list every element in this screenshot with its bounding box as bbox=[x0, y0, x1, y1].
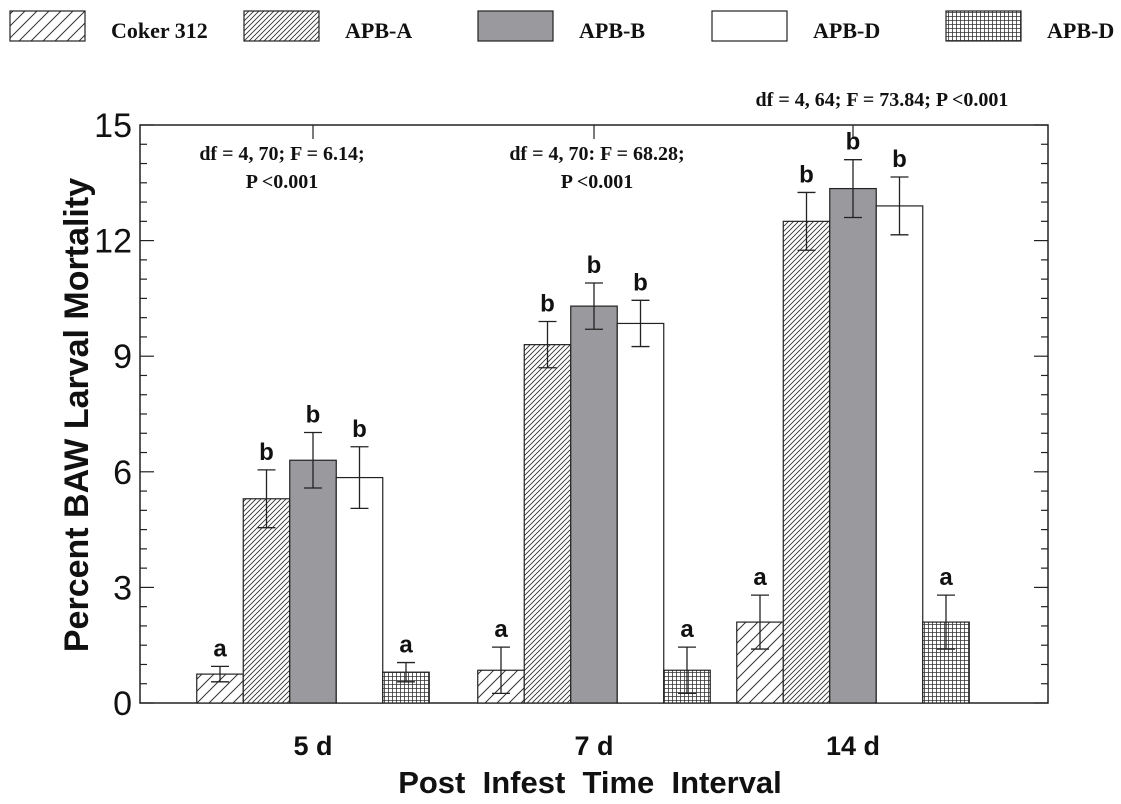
x-tick-label: 14 d bbox=[826, 731, 880, 761]
x-axis-label: Post Infest Time Interval bbox=[398, 765, 782, 800]
bar bbox=[570, 305, 618, 704]
annotation-line: df = 4, 64; F = 73.84; P <0.001 bbox=[756, 89, 1009, 111]
bar bbox=[242, 498, 291, 704]
bar bbox=[616, 322, 665, 704]
significance-letter: a bbox=[399, 632, 413, 659]
significance-letter: b bbox=[846, 129, 861, 156]
legend-swatch bbox=[9, 10, 86, 42]
significance-letter: b bbox=[799, 161, 814, 188]
legend-swatch bbox=[477, 10, 554, 42]
significance-letter: b bbox=[540, 291, 555, 318]
y-tick-label: 9 bbox=[113, 338, 132, 376]
bar bbox=[335, 476, 384, 704]
y-axis-label: Percent BAW Larval Mortality bbox=[58, 178, 96, 652]
plot-area: 0 3 6 9 12 15 5 d a b b b a 7 d a b b b a 14 d a b b b a bbox=[94, 107, 1049, 761]
legend-label: Coker 312 bbox=[111, 18, 208, 43]
annotation-line: df = 4, 70: F = 68.28; bbox=[509, 143, 684, 165]
significance-letter: b bbox=[352, 416, 367, 443]
significance-letter: b bbox=[633, 269, 648, 296]
y-tick-label: 15 bbox=[94, 107, 132, 145]
statistics-annotations: df = 4, 70; F = 6.14; P <0.001 df = 4, 70:… bbox=[199, 89, 1008, 193]
legend-label: APB-D bbox=[813, 18, 880, 43]
axis-ticks: 0 3 6 9 12 15 bbox=[94, 107, 1048, 723]
bar bbox=[829, 187, 877, 704]
y-tick-label: 0 bbox=[113, 685, 132, 723]
y-tick-label: 3 bbox=[113, 569, 132, 607]
bars: 5 d a b b b a 7 d a b b b a 14 d a b b b a bbox=[196, 125, 970, 761]
legend-label: APB-B bbox=[579, 18, 645, 43]
annotation-line: P <0.001 bbox=[561, 171, 634, 193]
annotation-line: P <0.001 bbox=[246, 171, 319, 193]
legend-swatch bbox=[711, 10, 788, 42]
x-tick-label: 5 d bbox=[293, 731, 332, 761]
bar bbox=[289, 459, 337, 704]
legend-label: APB-A bbox=[345, 18, 412, 43]
significance-letter: b bbox=[587, 252, 602, 279]
legend-swatch bbox=[945, 10, 1022, 42]
significance-letter: b bbox=[306, 401, 321, 428]
significance-letter: a bbox=[753, 564, 767, 591]
legend: Coker 312 APB-A APB-B APB-D APB-D bbox=[9, 10, 1114, 43]
significance-letter: b bbox=[892, 146, 907, 173]
significance-letter: a bbox=[213, 635, 227, 662]
significance-letter: a bbox=[939, 564, 953, 591]
bar bbox=[875, 205, 924, 704]
annotation-line: df = 4, 70; F = 6.14; bbox=[199, 143, 364, 165]
significance-letter: b bbox=[259, 439, 274, 466]
significance-letter: a bbox=[494, 616, 508, 643]
y-tick-label: 6 bbox=[113, 454, 132, 492]
x-tick-label: 7 d bbox=[574, 731, 613, 761]
legend-swatch bbox=[243, 10, 320, 42]
significance-letter: a bbox=[680, 616, 694, 643]
y-tick-label: 12 bbox=[94, 223, 132, 261]
bar bbox=[782, 220, 831, 704]
legend-label: APB-D bbox=[1047, 18, 1114, 43]
bar bbox=[523, 344, 572, 704]
